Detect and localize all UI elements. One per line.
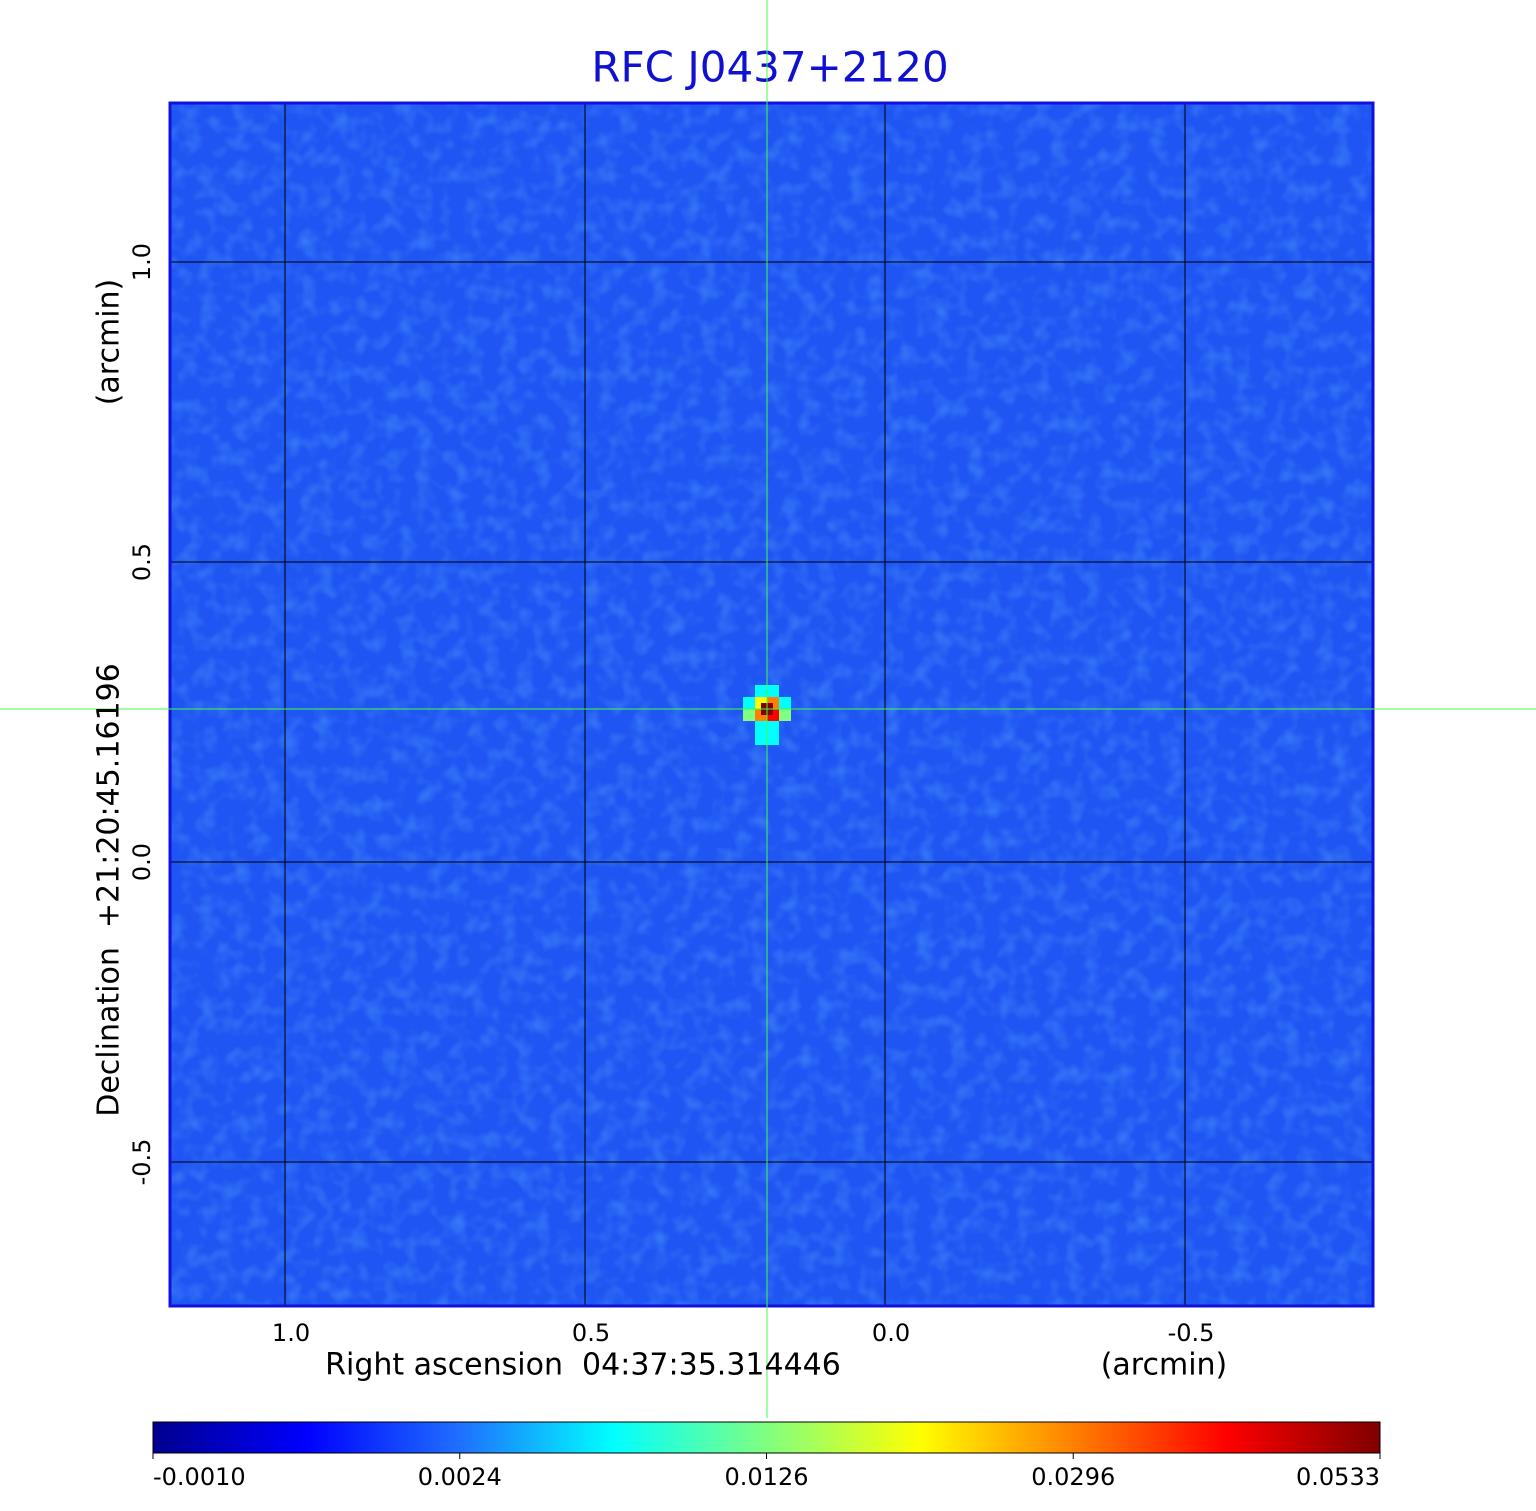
x-tick-label: -0.5 — [1168, 1319, 1215, 1347]
source-pixel — [755, 733, 767, 745]
y-tick-label: -0.5 — [128, 1139, 156, 1186]
x-tick-label: 1.0 — [272, 1319, 310, 1347]
colorbar-tick-label: -0.0010 — [153, 1463, 246, 1491]
y-tick-label: 0.0 — [128, 843, 156, 881]
x-axis-unit: (arcmin) — [1101, 1348, 1228, 1383]
y-tick-label: 0.5 — [128, 543, 156, 581]
y-axis-unit: (arcmin) — [92, 279, 127, 406]
source-pixel — [767, 721, 779, 733]
x-tick-label: 0.0 — [872, 1319, 910, 1347]
source-pixel — [779, 709, 791, 721]
y-axis-label: Declination +21:20:45.16196 — [92, 663, 127, 1117]
x-axis-label: Right ascension 04:37:35.314446 — [325, 1348, 841, 1383]
x-tick-label: 0.5 — [572, 1319, 610, 1347]
colorbar-tick-label: 0.0296 — [1031, 1463, 1115, 1491]
colorbar-tick-label: 0.0533 — [1296, 1463, 1380, 1491]
source-pixel — [755, 721, 767, 733]
source-pixel — [743, 697, 755, 709]
source-pixel — [779, 697, 791, 709]
source-pixel — [755, 685, 767, 697]
colorbar — [152, 1421, 1381, 1454]
source-pixel — [743, 709, 755, 721]
plot-border — [168, 101, 1375, 1308]
colorbar-tick-label: 0.0024 — [418, 1463, 502, 1491]
y-tick-label: 1.0 — [128, 243, 156, 281]
chart-title: RFC J0437+2120 — [591, 43, 948, 92]
colorbar-tick-label: 0.0126 — [725, 1463, 809, 1491]
source-pixel — [767, 733, 779, 745]
source-pixel — [767, 685, 779, 697]
